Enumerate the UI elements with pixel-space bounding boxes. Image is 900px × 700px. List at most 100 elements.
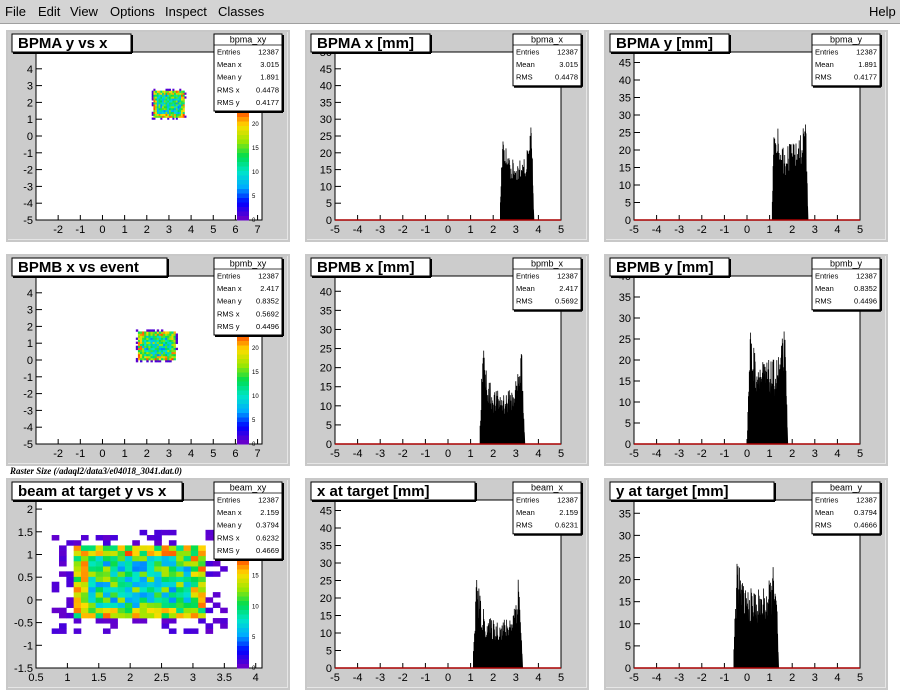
heatmap-cell [151, 111, 154, 114]
heatmap-cell [156, 351, 160, 355]
menu-edit[interactable]: Edit [38, 4, 61, 19]
heatmap-cell [117, 581, 126, 588]
heatmap-cell [165, 115, 168, 118]
heatmap-cell [170, 94, 173, 97]
heatmap-cell [162, 107, 165, 111]
y-tick-label: 25 [320, 344, 332, 356]
heatmap-cell [154, 612, 162, 619]
histogram-bpmb_x: -5 -4 -3 -2 -1 0 1 2 3 4 5 0 5 10 15 20 25 30 35 40 BPMB x [… [310, 257, 583, 460]
heatmap-cell [117, 607, 126, 614]
heatmap-cell [171, 349, 174, 353]
heatmap-cell [155, 94, 158, 97]
heatmap-cell [73, 560, 82, 567]
stats-name: bpmb_x [531, 259, 564, 269]
palette-step [237, 148, 249, 153]
heatmap-cell [160, 353, 164, 357]
heatmap-cell [190, 592, 199, 598]
heatmap-cell [161, 545, 170, 551]
pad-beam_xy[interactable]: 0 5 10 15 0.5 1 1.5 2 2.5 3 3.5 4 -1.5 -1 -0.5 0 0.5 1 1.5… [6, 478, 290, 690]
heatmap-cell [150, 360, 153, 363]
palette-step [237, 340, 249, 346]
heatmap-cell [142, 349, 145, 353]
pad-bpmb_x[interactable]: -5 -4 -3 -2 -1 0 1 2 3 4 5 0 5 10 15 20 25 30 35 40 BPMB x [… [305, 254, 589, 466]
stats-value: 12387 [557, 496, 578, 505]
heatmap-cell [153, 104, 156, 107]
heatmap-cell [154, 333, 158, 336]
heatmap-cell [198, 581, 206, 588]
heatmap-cell [182, 98, 185, 101]
heatmap-cell [140, 341, 143, 344]
heatmap-cell [152, 357, 155, 361]
menu-options[interactable]: Options [110, 4, 155, 19]
palette-step [237, 367, 249, 373]
heatmap-cell [95, 607, 104, 614]
heatmap-cell [95, 560, 104, 567]
heatmap-cell [150, 339, 153, 342]
pad-bpma_xy[interactable]: 0 5 10 15 20 -2 -1 0 1 2 3 4 5 6 7 -5 -4 -3 -2 -1 0 1 2 3 4 BPMA … [6, 30, 290, 242]
heatmap-cell [148, 351, 151, 355]
heatmap-cell [163, 345, 166, 349]
heatmap-cell [156, 341, 160, 344]
heatmap-cell [156, 333, 160, 336]
heatmap-cell [165, 92, 168, 95]
menu-help[interactable]: Help [869, 4, 896, 19]
axes: -5 -4 -3 -2 -1 0 1 2 3 4 5 0 5 10 15 20 25 30 35 40 [320, 286, 564, 460]
heatmap-cell [153, 94, 156, 97]
chart-title: BPMB x [mm] [310, 257, 432, 278]
heatmap-cell [167, 104, 170, 107]
heatmap-cell [167, 106, 170, 109]
stats-label: RMS x [217, 85, 240, 94]
heatmap-cell [117, 560, 126, 567]
heatmap-cell [139, 607, 148, 614]
y-tick-label: 35 [619, 93, 631, 105]
pad-beam_y[interactable]: -5 -4 -3 -2 -1 0 1 2 3 4 5 0 5 10 15 20 25 30 35 y at targe… [604, 478, 888, 690]
heatmap-cell [156, 106, 159, 109]
heatmap-cell [156, 349, 160, 353]
heatmap-cell [154, 597, 162, 603]
y-tick-label: 5 [326, 646, 332, 658]
stats-label: Mean [815, 508, 834, 517]
heatmap-cell [135, 360, 139, 363]
pad-bpma_x[interactable]: -5-4-3-2-101234505101520253035404550BPMA… [305, 30, 589, 242]
heatmap-cell [171, 341, 174, 344]
heatmap-cell [160, 339, 164, 342]
heatmap-cell [175, 106, 178, 109]
heatmap-cell [160, 329, 164, 332]
menu-classes[interactable]: Classes [218, 4, 265, 19]
heatmap-cell [158, 349, 162, 353]
heatmap-cell [182, 94, 185, 97]
stats-label: Mean [815, 60, 834, 69]
heatmap-cell [148, 337, 151, 340]
heatmap-cell [135, 329, 139, 332]
heatmap-cell [155, 100, 158, 103]
heatmap-cell [161, 550, 170, 557]
pad-bpmb_xy[interactable]: 0 5 10 15 20 -2 -1 0 1 2 3 4 5 6 7 -5 -4 -3 -2 -1 0 1 2 3 4 BPMB … [6, 254, 290, 466]
heatmap-cell [167, 109, 170, 113]
heatmap-cell [169, 339, 172, 342]
heatmap-cell [167, 90, 170, 93]
menu-view[interactable]: View [70, 4, 98, 19]
heatmap-cell [135, 345, 139, 349]
heatmap-cell [158, 96, 161, 99]
heatmap-cell [132, 597, 140, 603]
heatmap-cell [171, 337, 174, 340]
heatmap-cell [102, 550, 111, 557]
x-tick-label: -5 [330, 672, 340, 684]
heatmap-cell [146, 607, 155, 614]
heatmap-cell [183, 566, 192, 572]
heatmap-cell [175, 104, 178, 107]
heatmap-cell [190, 545, 199, 551]
heatmap-cell [59, 607, 67, 614]
menu-file[interactable]: File [5, 4, 26, 19]
root-canvas[interactable]: 0 5 10 15 20 -2 -1 0 1 2 3 4 5 6 7 -5 -4 -3 -2 -1 0 1 2 3 4 BPMA … [0, 24, 900, 700]
pad-beam_x[interactable]: -5 -4 -3 -2 -1 0 1 2 3 4 5 0 5 10 15 20 25 30 35 40 45 x at t… [305, 478, 589, 690]
menu-inspect[interactable]: Inspect [165, 4, 207, 19]
heatmap-cell [176, 576, 184, 583]
heatmap-cell [150, 341, 153, 344]
heatmap-cell [150, 343, 153, 347]
x-tick-label: -4 [353, 224, 363, 236]
heatmap-cell [110, 592, 118, 598]
pad-bpma_y[interactable]: -5 -4 -3 -2 -1 0 1 2 3 4 5 0 5 10 15 20 25 30 35 40 45 BPMA y… [604, 30, 888, 242]
